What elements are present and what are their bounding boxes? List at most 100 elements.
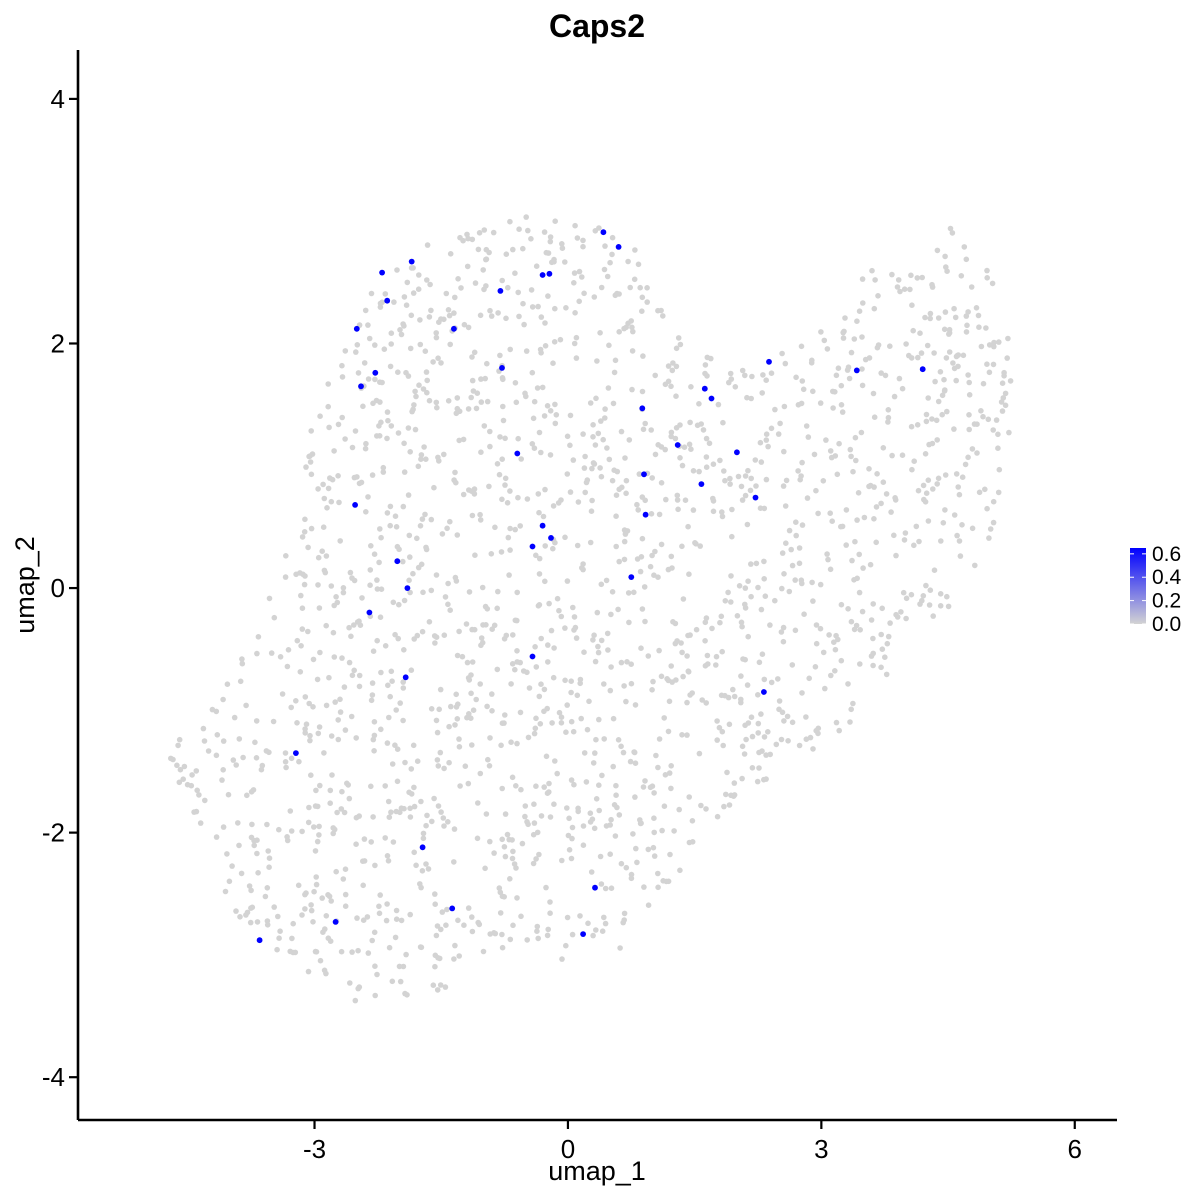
cell-point [538,681,544,687]
cell-point [376,559,382,566]
cell-point [433,717,440,724]
cell-point [956,538,963,544]
cell-point [322,569,329,576]
cell-point [613,543,619,550]
cell-point [581,465,588,471]
cell-point [454,532,461,538]
cell-point [976,324,982,331]
cell-point [354,342,361,348]
cell-point [962,461,969,468]
cell-point [673,393,679,400]
cell-point [635,261,642,268]
cell-point [374,577,380,583]
cell-point [308,428,315,434]
cell-point [847,446,854,453]
cell-point [679,649,685,656]
cell-point [297,669,304,675]
cell-point [517,659,523,666]
cell-point [850,700,856,707]
cell-point [550,545,556,552]
cell-point [628,871,635,878]
expressing-cell-point [708,395,715,402]
cell-point [287,948,294,955]
cell-point [679,462,686,469]
cell-point [674,497,681,503]
cell-point [376,910,383,917]
cell-point [889,452,895,459]
cell-point [686,441,693,448]
cell-point [719,513,726,520]
cell-point [965,454,971,461]
cell-point [943,355,950,361]
cell-point [401,597,408,604]
cell-point [351,667,358,674]
cell-point [391,299,397,305]
cell-point [834,471,841,478]
cell-point [930,486,936,492]
cell-point [411,849,418,856]
cell-point [230,757,237,763]
cell-point [387,503,394,510]
cell-point [621,556,628,563]
cell-point [417,317,423,323]
cell-point [406,532,413,539]
expressing-cell-point [404,585,411,591]
cell-point [550,503,557,509]
cell-point [590,422,596,428]
cell-point [783,477,790,484]
cell-point [605,647,611,653]
cell-point [352,997,359,1004]
cell-point [583,779,590,785]
cell-point [538,635,544,642]
cell-point [400,963,407,970]
cell-point [966,392,973,398]
cell-point [296,758,302,765]
cell-point [887,343,893,350]
cell-point [370,648,377,654]
cell-point [284,663,291,670]
cell-point [314,676,321,683]
cell-point [451,826,458,832]
cell-point [417,881,423,887]
cell-point [692,540,698,546]
cell-point [595,430,602,437]
cell-point [392,934,399,941]
cell-point [266,595,273,602]
cell-point [607,851,613,857]
cell-point [571,270,578,276]
cell-point [389,761,396,767]
cell-point [585,920,591,927]
cell-point [719,509,725,515]
expressing-cell-point [761,689,767,695]
expressing-cell-point [529,543,536,550]
cell-point [420,589,426,596]
cell-point [432,963,438,970]
cell-point [811,451,818,458]
cell-point [661,803,668,809]
cell-point [486,763,493,769]
cell-point [568,718,575,725]
cell-point [507,488,513,494]
cell-point [616,329,622,335]
cell-point [414,632,421,639]
cell-point [532,725,539,732]
cell-point [665,378,672,385]
cell-point [326,674,332,681]
cell-point [419,516,426,522]
cell-point [575,499,582,505]
cell-point [271,904,278,910]
cell-point [437,686,444,693]
cell-point [704,354,711,361]
cell-point [656,511,663,518]
cell-point [285,647,292,653]
cell-point [552,420,559,427]
cell-point [626,619,632,626]
expressing-cell-point [580,931,586,937]
cell-point [572,222,578,229]
cell-point [441,316,447,323]
cell-point [931,567,938,573]
cell-point [614,468,621,475]
cell-point [436,955,443,962]
cell-point [510,848,516,855]
cell-point [882,654,888,660]
